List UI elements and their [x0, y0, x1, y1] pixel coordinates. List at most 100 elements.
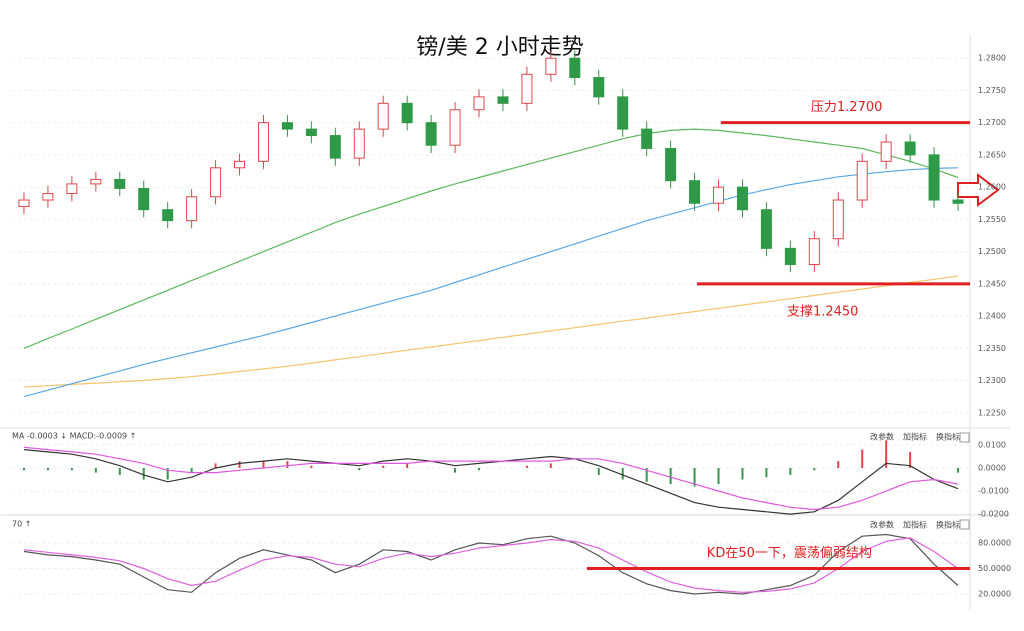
macd-bar: [238, 461, 241, 469]
candle-body: [42, 193, 54, 201]
y-tick-label: 0.0000: [978, 464, 1006, 473]
candle-body: [521, 73, 533, 104]
macd-bar: [549, 463, 552, 469]
macd-bar: [957, 468, 960, 473]
candle-body: [641, 128, 653, 149]
macd-bar: [813, 468, 816, 471]
indicator-line: [23, 537, 959, 593]
macd-bar: [166, 468, 169, 480]
y-tick-label: 1.2600: [978, 183, 1006, 192]
candle-body: [593, 77, 605, 98]
y-tick-label: -0.0100: [978, 487, 1009, 496]
macd-bar: [46, 468, 49, 471]
candle-body: [473, 96, 485, 111]
indicator-line: [23, 167, 959, 398]
close-button[interactable]: [959, 432, 970, 443]
level-label: 支撑1.2450: [787, 304, 859, 319]
chart-title: 镑/美 2 小时走势: [416, 35, 583, 60]
candle-body: [90, 178, 102, 185]
y-tick-label: 1.2650: [978, 150, 1006, 159]
candle-body: [305, 128, 317, 137]
y-tick-label: 0.0100: [978, 440, 1006, 449]
macd-bar: [837, 461, 840, 469]
candle-body: [880, 141, 892, 162]
panel-button[interactable]: 换指标: [936, 432, 960, 442]
indicator-line: [23, 446, 959, 511]
panel-button[interactable]: 加指标: [903, 432, 927, 442]
candle-body: [234, 160, 246, 169]
close-button[interactable]: [959, 519, 970, 530]
candle-body: [425, 122, 437, 146]
candle-body: [401, 102, 413, 124]
macd-bar: [406, 463, 409, 469]
macd-bar: [22, 468, 25, 471]
macd-bar: [190, 468, 193, 473]
candle-body: [257, 122, 269, 162]
y-tick-label: 1.2400: [978, 312, 1006, 321]
candle-body: [928, 154, 940, 201]
panel-button[interactable]: 改参数: [870, 432, 894, 442]
y-tick-label: 1.2450: [978, 279, 1006, 288]
candle-body: [784, 247, 796, 265]
macd-bar: [214, 463, 217, 469]
candle-body: [856, 160, 868, 201]
macd-bar: [382, 465, 385, 469]
macd-bar: [478, 468, 481, 471]
panel-button[interactable]: 换指标: [936, 520, 960, 530]
indicator-line: [23, 275, 959, 388]
macd-bar: [741, 468, 744, 480]
indicator-line: [23, 128, 959, 349]
candle-body: [138, 187, 150, 211]
macd-bar: [717, 468, 720, 485]
y-tick-label: 1.2750: [978, 86, 1006, 95]
indicator-line: [23, 449, 959, 515]
macd-bar: [693, 468, 696, 487]
candle-body: [186, 196, 198, 222]
indicator-line: [23, 533, 959, 595]
macd-bar: [789, 468, 792, 475]
macd-bar: [118, 468, 121, 475]
macd-bar: [909, 451, 912, 469]
macd-bar: [142, 468, 145, 480]
macd-bar: [861, 449, 864, 469]
candle-body: [66, 183, 78, 195]
macd-bar: [286, 461, 289, 469]
panel-header: MA -0.0003 ↓ MACD:-0.0009 ↑: [12, 432, 136, 441]
candle-body: [808, 238, 820, 265]
macd-bar: [885, 440, 888, 469]
y-tick-label: 1.2700: [978, 118, 1006, 127]
macd-bar: [358, 468, 361, 471]
level-label: 压力1.2700: [811, 100, 883, 115]
candle-body: [665, 147, 677, 182]
panel-button[interactable]: 加指标: [903, 520, 927, 530]
macd-bar: [94, 468, 97, 473]
macd-bar: [70, 468, 73, 471]
candle-body: [18, 199, 30, 207]
candle-body: [689, 180, 701, 204]
y-tick-label: 1.2550: [978, 215, 1006, 224]
candle-body: [545, 57, 557, 75]
macd-bar: [597, 468, 600, 475]
candle-body: [281, 122, 293, 130]
candle-body: [162, 209, 174, 222]
candle-body: [713, 186, 725, 204]
y-tick-label: 1.2800: [978, 54, 1006, 63]
level-label: KD在50一下，震荡偏弱结构: [707, 546, 872, 561]
y-tick-label: 1.2500: [978, 247, 1006, 256]
candle-body: [210, 167, 222, 198]
macd-bar: [621, 468, 624, 480]
y-tick-label: -0.0200: [978, 510, 1009, 519]
panel-header: 70 ↑: [12, 520, 31, 529]
macd-bar: [454, 468, 457, 473]
macd-bar: [765, 468, 768, 478]
panel-button[interactable]: 改参数: [870, 520, 894, 530]
macd-bar: [310, 465, 313, 469]
y-tick-label: 1.2300: [978, 376, 1006, 385]
y-tick-label: 50.0000: [978, 564, 1011, 573]
y-tick-label: 20.0000: [978, 589, 1011, 598]
candle-body: [329, 135, 341, 159]
candle-body: [736, 186, 748, 211]
candle-body: [904, 141, 916, 156]
macd-bar: [525, 465, 528, 469]
candle-body: [114, 178, 126, 189]
